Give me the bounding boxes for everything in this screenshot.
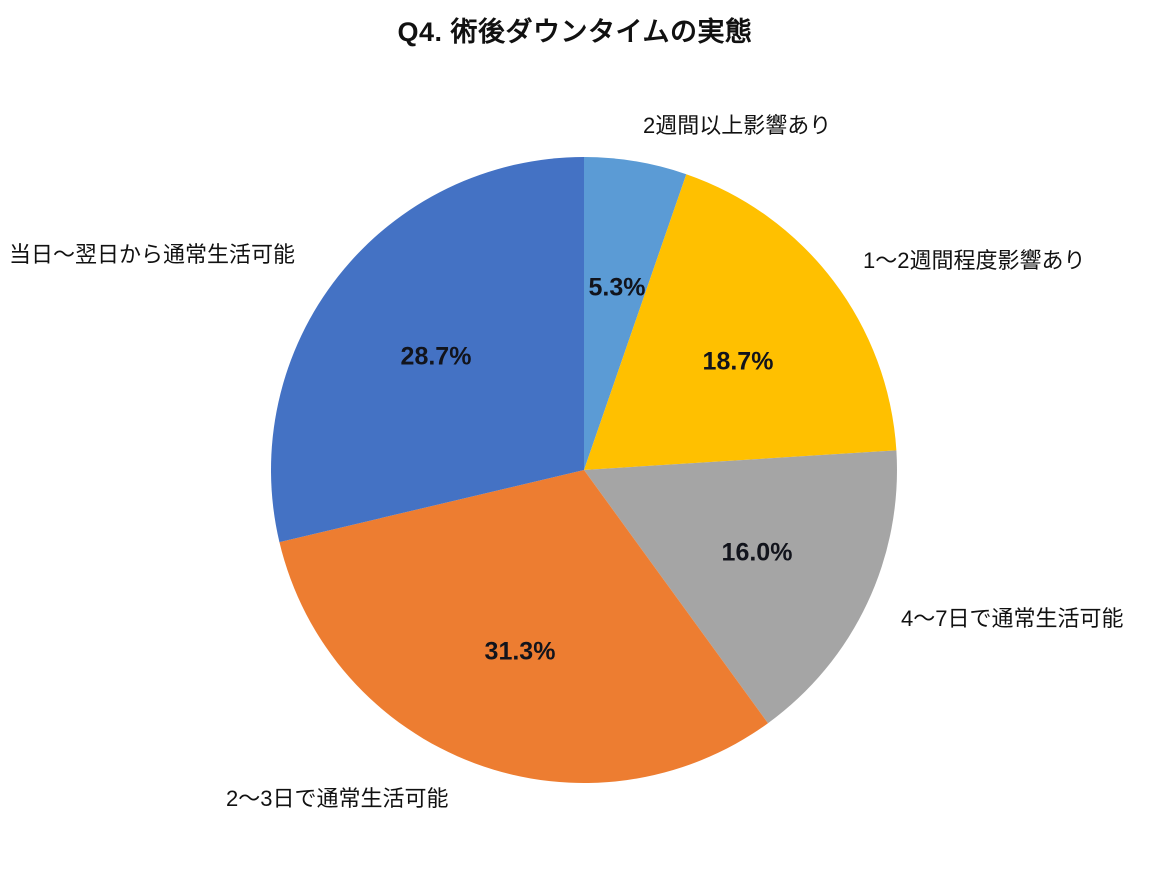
- slice-label-same-day: 当日〜翌日から通常生活可能: [9, 242, 296, 267]
- pct-value-same-day: 28.7%: [400, 342, 472, 371]
- pie-slice-1: [584, 174, 897, 470]
- slice-label-2weeks-plus: 2週間以上影響あり: [643, 113, 832, 138]
- pie-slice-2: [584, 450, 897, 724]
- slice-label-1to2-weeks: 1〜2週間程度影響あり: [863, 248, 1086, 273]
- pct-value-2to3-days: 31.3%: [484, 637, 556, 666]
- pct-value-1to2-weeks: 18.7%: [702, 347, 774, 376]
- pie-slice-3: [279, 470, 768, 783]
- slice-label-2to3-days: 2〜3日で通常生活可能: [226, 786, 449, 811]
- pie-slice-4: [271, 157, 584, 543]
- pct-value-4to7-days: 16.0%: [721, 538, 793, 567]
- pct-value-2weeks-plus: 5.3%: [588, 273, 646, 302]
- chart-title: Q4. 術後ダウンタイムの実態: [397, 17, 753, 47]
- pie-slice-0: [584, 157, 687, 470]
- slice-label-4to7-days: 4〜7日で通常生活可能: [901, 606, 1124, 631]
